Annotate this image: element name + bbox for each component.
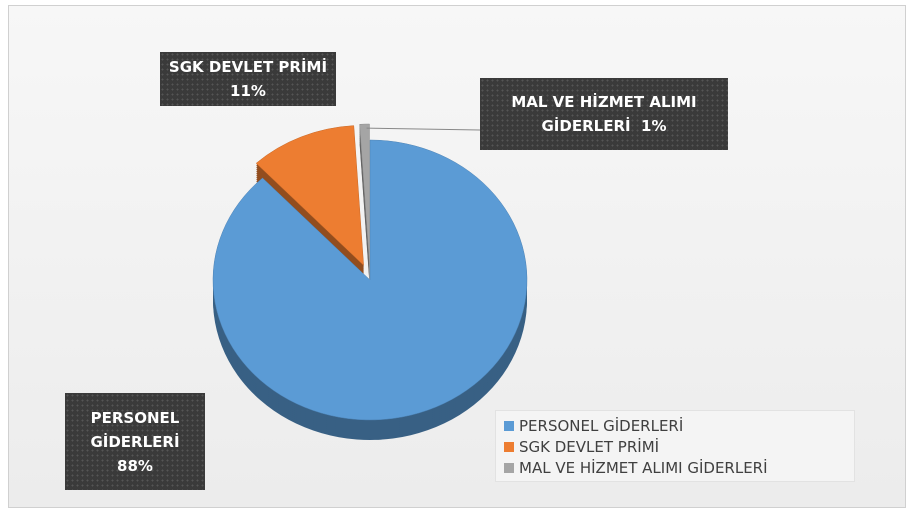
legend-label: MAL VE HİZMET ALIMI GİDERLERİ — [519, 458, 768, 477]
legend-item: PERSONEL GİDERLERİ — [504, 415, 846, 436]
label-value: 88% — [117, 456, 153, 475]
legend-label: SGK DEVLET PRİMİ — [519, 437, 660, 456]
label-name: MAL VE HİZMET ALIMI GİDERLERİ — [511, 93, 697, 135]
leader-line — [366, 127, 481, 131]
slice — [359, 123, 370, 265]
slice — [255, 125, 364, 266]
label-value: 1% — [641, 117, 667, 135]
legend: PERSONEL GİDERLERİ SGK DEVLET PRİMİ MAL VE… — [495, 410, 855, 482]
legend-swatch — [504, 462, 514, 473]
legend-label: PERSONEL GİDERLERİ — [519, 416, 684, 435]
data-label: PERSONEL GİDERLERİ 88% — [65, 393, 205, 490]
data-label: MAL VE HİZMET ALIMI GİDERLERİ 1% — [480, 78, 728, 150]
label-value: 11% — [230, 82, 266, 100]
label-name: SGK DEVLET PRİMİ — [168, 58, 328, 76]
data-label: SGK DEVLET PRİMİ 11% — [160, 52, 336, 106]
legend-swatch — [504, 441, 514, 452]
legend-item: SGK DEVLET PRİMİ — [504, 436, 846, 457]
legend-item: MAL VE HİZMET ALIMI GİDERLERİ — [504, 457, 846, 478]
label-name: PERSONEL GİDERLERİ — [90, 408, 180, 451]
slice — [212, 139, 528, 421]
legend-swatch — [504, 420, 514, 431]
